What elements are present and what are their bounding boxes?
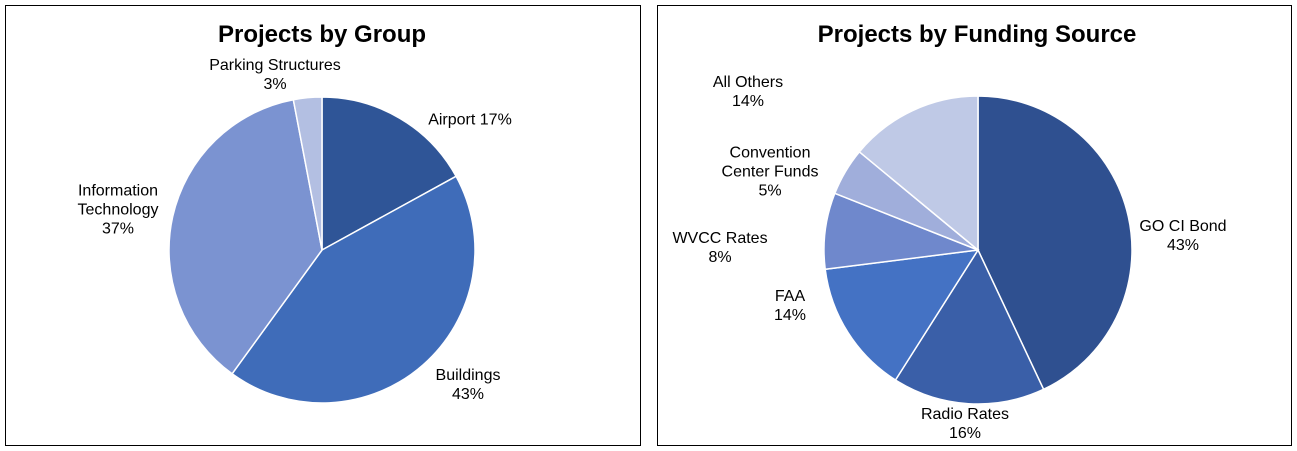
value-label: 43% xyxy=(451,386,485,403)
category-label: Airport xyxy=(428,111,476,129)
value-label: 14% xyxy=(731,93,765,110)
category-label: Radio Rates xyxy=(920,406,1010,423)
category-label: Information Technology xyxy=(77,182,159,219)
category-label: All Others xyxy=(712,74,784,91)
value-label: 37% xyxy=(101,220,135,238)
pie-slice xyxy=(858,95,979,252)
value-label: 14% xyxy=(773,307,807,324)
value-label: 17% xyxy=(479,111,512,129)
slice-label: WVCC Rates 8% xyxy=(665,229,775,267)
slice-label: Parking Structures 3% xyxy=(195,56,355,94)
chart-title: Projects by Group xyxy=(218,21,426,48)
category-label: Buildings xyxy=(435,367,501,384)
pie-slice xyxy=(168,98,323,375)
chart-title: Projects by Funding Source xyxy=(818,21,1137,48)
value-label: 5% xyxy=(758,182,782,200)
pie-slice xyxy=(824,249,980,382)
pie-slice xyxy=(231,175,476,404)
slice-label: Buildings 43% xyxy=(418,366,518,404)
category-label: GO CI Bond xyxy=(1139,218,1227,235)
category-label: WVCC Rates xyxy=(672,230,768,247)
value-label: 8% xyxy=(708,249,732,266)
value-label: 43% xyxy=(1166,237,1200,254)
category-label: Convention Center Funds xyxy=(721,144,819,181)
slice-label: Airport 17% xyxy=(400,111,540,130)
value-label: 3% xyxy=(263,76,287,93)
pie-slice xyxy=(894,248,1045,405)
slice-label: FAA 14% xyxy=(750,287,830,325)
pie-slice xyxy=(977,95,1133,391)
pie-slice xyxy=(321,96,458,252)
category-label: FAA xyxy=(774,288,806,305)
slice-label: All Others 14% xyxy=(698,73,798,111)
slice-label: Information Technology 37% xyxy=(63,182,173,239)
slice-label: GO CI Bond 43% xyxy=(1128,217,1238,255)
slice-label: Radio Rates 16% xyxy=(905,405,1025,443)
value-label: 16% xyxy=(948,425,982,442)
category-label: Parking Structures xyxy=(209,57,341,74)
pie-slice xyxy=(292,96,323,251)
slice-label: Convention Center Funds 5% xyxy=(710,144,830,201)
